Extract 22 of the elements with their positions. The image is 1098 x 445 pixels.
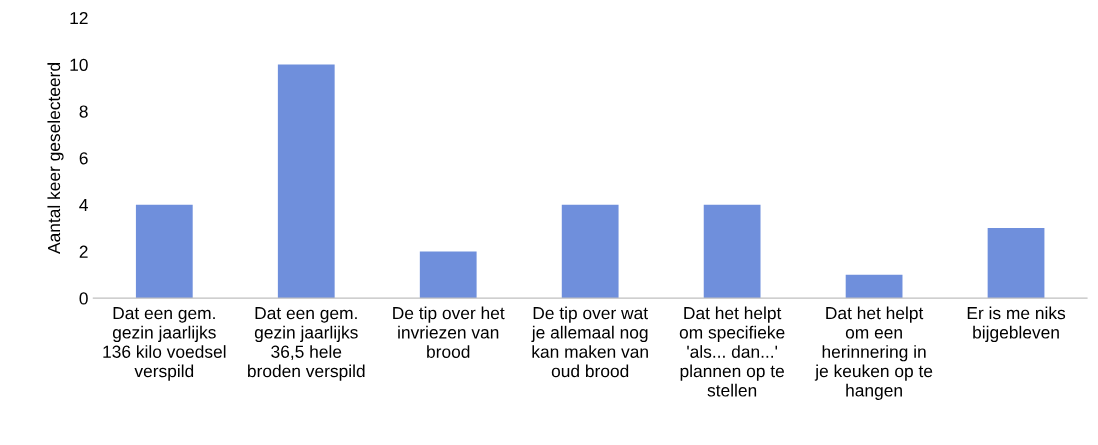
x-tick-label: Dat het helpt om een herinnering in je keuken op te hangen [814,306,933,400]
y-tick-label: 0 [79,292,88,305]
x-tick-label: Dat het helpt om specifieke 'als... dan...' plannen op te stellen [679,306,785,397]
bar [277,64,335,299]
y-tick-label: 10 [70,58,88,71]
y-tick-label: 2 [79,245,88,258]
y-tick-label: 12 [70,11,88,25]
bar [561,204,619,299]
y-tick-label: 6 [79,152,88,165]
x-tick-label: Er is me niks bijgebleven [967,306,1066,342]
y-axis-title: Aantal keer geselecteerd [47,63,64,254]
y-tick-label: 4 [79,199,88,211]
x-tick-label: Dat een gem. gezin jaarlijks 136 kilo voedsel verspild [103,307,226,381]
x-tick-label: Dat een gem. gezin jaarlijks 36,5 hele broden verspild [248,307,365,381]
bar [419,251,477,299]
bar [987,228,1045,299]
x-tick-label: De tip over wat je allemaal nog kan maken van oud brood [531,306,648,378]
x-tick-label: De tip over het invriezen van brood [393,306,505,358]
bar [135,204,193,299]
y-tick-label: 8 [79,105,88,118]
bar [703,204,761,299]
bar [845,274,903,299]
